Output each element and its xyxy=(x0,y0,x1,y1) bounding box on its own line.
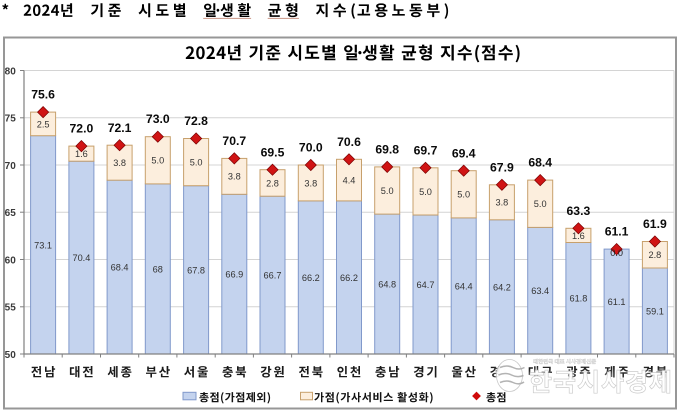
svg-text:69.5: 69.5 xyxy=(261,145,285,159)
svg-text:63.3: 63.3 xyxy=(567,204,591,218)
svg-text:63.4: 63.4 xyxy=(531,286,549,296)
svg-text:3.8: 3.8 xyxy=(228,172,241,182)
svg-text:69.4: 69.4 xyxy=(452,146,476,160)
svg-text:55: 55 xyxy=(5,303,17,314)
svg-text:69.8: 69.8 xyxy=(375,143,399,157)
svg-text:68.4: 68.4 xyxy=(528,156,552,170)
svg-text:68.4: 68.4 xyxy=(111,263,129,273)
svg-text:75: 75 xyxy=(5,114,17,125)
svg-text:64.4: 64.4 xyxy=(455,281,473,291)
svg-text:75.6: 75.6 xyxy=(31,88,55,102)
svg-text:4.4: 4.4 xyxy=(343,176,356,186)
svg-text:70.6: 70.6 xyxy=(337,135,361,149)
svg-text:73.0: 73.0 xyxy=(146,112,170,126)
svg-text:66.2: 66.2 xyxy=(302,273,320,283)
svg-text:5.0: 5.0 xyxy=(151,156,164,166)
svg-text:70.7: 70.7 xyxy=(222,134,246,148)
svg-text:70.4: 70.4 xyxy=(72,253,90,263)
svg-text:61.1: 61.1 xyxy=(608,297,626,307)
svg-text:2.8: 2.8 xyxy=(266,178,279,188)
svg-text:61.9: 61.9 xyxy=(643,217,667,231)
svg-text:66.2: 66.2 xyxy=(340,273,358,283)
svg-text:67.8: 67.8 xyxy=(187,265,205,275)
svg-text:5.0: 5.0 xyxy=(534,199,547,209)
svg-text:59.1: 59.1 xyxy=(646,306,664,316)
svg-text:80: 80 xyxy=(5,66,17,77)
svg-text:3.8: 3.8 xyxy=(113,158,126,168)
svg-text:61.8: 61.8 xyxy=(569,294,587,304)
svg-text:70: 70 xyxy=(5,161,17,172)
svg-text:69.7: 69.7 xyxy=(414,143,438,157)
svg-text:64.7: 64.7 xyxy=(417,280,435,290)
svg-text:65: 65 xyxy=(5,208,17,219)
svg-text:5.0: 5.0 xyxy=(457,190,470,200)
svg-text:60: 60 xyxy=(5,255,17,266)
svg-text:50: 50 xyxy=(5,350,17,361)
svg-text:5.0: 5.0 xyxy=(381,186,394,196)
svg-text:3.8: 3.8 xyxy=(496,198,509,208)
svg-text:72.1: 72.1 xyxy=(108,121,132,135)
svg-text:5.0: 5.0 xyxy=(419,187,432,197)
svg-text:1.6: 1.6 xyxy=(572,231,585,241)
svg-text:70.0: 70.0 xyxy=(299,141,323,155)
svg-text:0.0: 0.0 xyxy=(610,248,623,258)
svg-text:1.6: 1.6 xyxy=(75,149,88,159)
svg-text:3.8: 3.8 xyxy=(304,178,317,188)
svg-text:64.2: 64.2 xyxy=(493,282,511,292)
svg-text:2.8: 2.8 xyxy=(649,250,662,260)
svg-text:2.5: 2.5 xyxy=(37,119,50,129)
svg-text:67.9: 67.9 xyxy=(490,160,514,174)
svg-text:66.9: 66.9 xyxy=(225,270,243,280)
svg-text:68: 68 xyxy=(153,264,163,274)
svg-text:5.0: 5.0 xyxy=(190,158,203,168)
svg-text:66.7: 66.7 xyxy=(264,271,282,281)
svg-text:72.0: 72.0 xyxy=(70,122,94,136)
svg-text:73.1: 73.1 xyxy=(34,240,52,250)
svg-text:61.1: 61.1 xyxy=(605,225,629,239)
svg-text:72.8: 72.8 xyxy=(184,114,208,128)
svg-text:64.8: 64.8 xyxy=(378,280,396,290)
